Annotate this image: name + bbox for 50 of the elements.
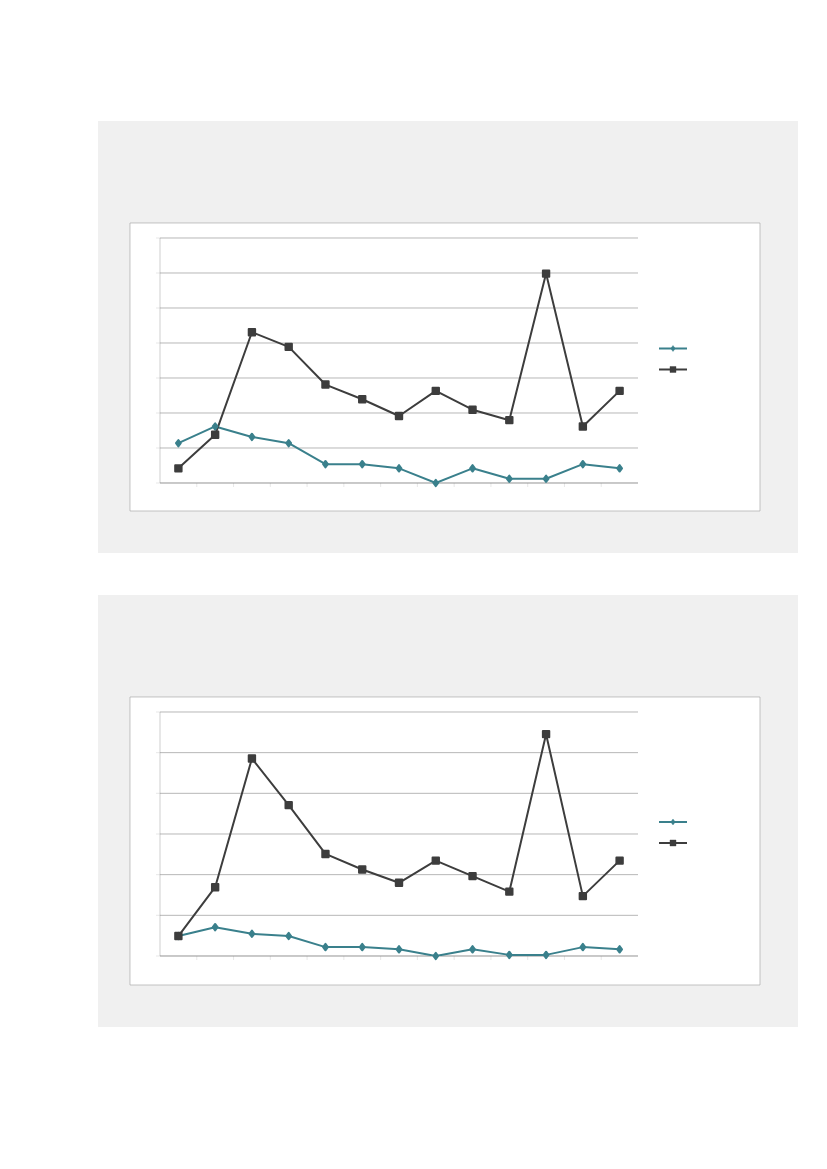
point	[285, 931, 293, 941]
point	[358, 395, 367, 404]
point	[394, 411, 404, 421]
point	[211, 922, 219, 932]
point	[579, 942, 587, 952]
point	[616, 464, 624, 473]
point	[358, 459, 366, 469]
point	[616, 945, 624, 954]
point	[578, 422, 588, 431]
point	[174, 439, 182, 448]
point	[432, 951, 440, 961]
point	[248, 929, 256, 939]
point	[505, 887, 514, 896]
point	[468, 871, 477, 881]
point	[395, 464, 403, 473]
point	[248, 432, 256, 442]
point	[542, 474, 550, 483]
point	[285, 439, 293, 448]
point	[615, 386, 624, 396]
point	[469, 945, 476, 954]
point	[578, 891, 588, 901]
point	[247, 328, 257, 337]
point	[505, 474, 513, 483]
point	[505, 415, 514, 425]
point	[284, 342, 293, 352]
point	[322, 942, 329, 952]
point	[358, 942, 366, 952]
point	[431, 856, 440, 865]
point	[174, 464, 183, 473]
point	[541, 729, 551, 739]
point	[395, 945, 403, 954]
point	[247, 754, 257, 763]
point	[321, 849, 330, 859]
point	[358, 865, 367, 874]
point	[210, 430, 220, 440]
point	[469, 464, 476, 473]
point	[322, 459, 329, 469]
point	[284, 800, 293, 810]
point	[468, 405, 477, 414]
point	[210, 883, 220, 892]
point	[579, 459, 587, 469]
point	[431, 386, 440, 396]
point	[211, 422, 219, 431]
point	[321, 380, 330, 389]
point	[505, 950, 513, 960]
point	[541, 269, 551, 278]
point	[432, 478, 440, 488]
point	[394, 878, 404, 887]
point	[615, 856, 624, 865]
point	[542, 950, 550, 960]
